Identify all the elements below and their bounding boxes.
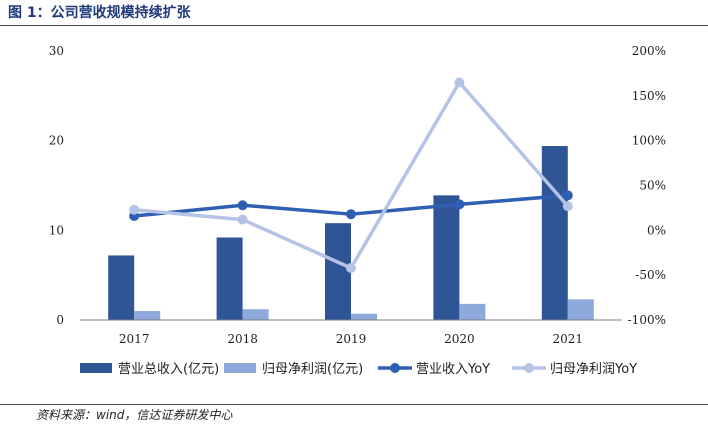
revenue-bar <box>216 237 243 320</box>
x-tick-label: 2020 <box>444 332 475 346</box>
figure-title: 图 1：公司营收规模持续扩张 <box>8 5 191 21</box>
title-underline <box>0 25 708 26</box>
legend-revenue-yoy-marker <box>390 363 400 373</box>
legend-revenue-yoy-label: 营业收入YoY <box>416 362 490 377</box>
profit-bar <box>459 303 486 320</box>
right-axis-ticks: -100% -50% 0% 50% 100% 150% 200% <box>628 44 666 327</box>
legend-profit-swatch <box>224 363 256 373</box>
right-tick-label: -100% <box>628 313 666 327</box>
profit-yoy-point <box>562 201 573 212</box>
revenue-yoy-point <box>562 190 573 201</box>
x-tick-label: 2018 <box>227 332 258 346</box>
x-tick-label: 2021 <box>553 332 584 346</box>
left-axis-ticks: 0 10 20 30 <box>49 44 64 327</box>
right-tick-label: 50% <box>639 179 666 193</box>
profit-bar <box>351 313 377 320</box>
revenue-bar <box>108 255 135 320</box>
legend-revenue-label: 营业总收入(亿元) <box>118 362 219 377</box>
legend-profit-label: 归母净利润(亿元) <box>262 362 363 377</box>
revenue-yoy-point <box>454 199 465 210</box>
right-tick-label: -50% <box>635 268 666 282</box>
revenue-yoy-point <box>346 209 356 220</box>
x-tick-label: 2019 <box>336 332 367 346</box>
legend-revenue-swatch <box>80 363 112 373</box>
revenue-bar <box>541 146 568 320</box>
source-note: 资料来源：wind，信达证券研发中心 <box>36 408 233 422</box>
legend-profit-yoy-label: 归母净利润YoY <box>550 362 637 377</box>
x-tick-label: 2017 <box>119 332 150 346</box>
left-tick-label: 10 <box>49 223 64 237</box>
profit-yoy-point <box>129 204 140 215</box>
footer-rule <box>0 404 708 405</box>
profit-yoy-point <box>237 214 248 225</box>
revenue-yoy-point <box>237 200 248 211</box>
right-tick-label: 200% <box>632 44 666 58</box>
profit-yoy-point <box>454 77 465 88</box>
line-series-group <box>129 77 573 273</box>
revenue-bar <box>433 195 460 320</box>
left-tick-label: 0 <box>56 313 64 327</box>
right-tick-label: 100% <box>632 134 666 148</box>
profit-yoy-point <box>346 262 356 273</box>
legend-profit-yoy-marker <box>524 363 534 373</box>
left-tick-label: 30 <box>49 44 64 58</box>
left-tick-label: 20 <box>49 134 64 148</box>
x-axis-ticks: 2017 2018 2019 2020 2021 <box>119 332 583 346</box>
revenue-bar <box>325 223 351 320</box>
profit-bar <box>242 309 269 320</box>
right-tick-label: 150% <box>632 89 666 103</box>
bar-series-group <box>108 146 594 320</box>
profit-bar <box>567 299 594 320</box>
profit-bar <box>134 311 161 320</box>
right-tick-label: 0% <box>647 223 666 237</box>
legend: 营业总收入(亿元) 归母净利润(亿元) 营业收入YoY 归母净利润YoY <box>80 362 637 377</box>
